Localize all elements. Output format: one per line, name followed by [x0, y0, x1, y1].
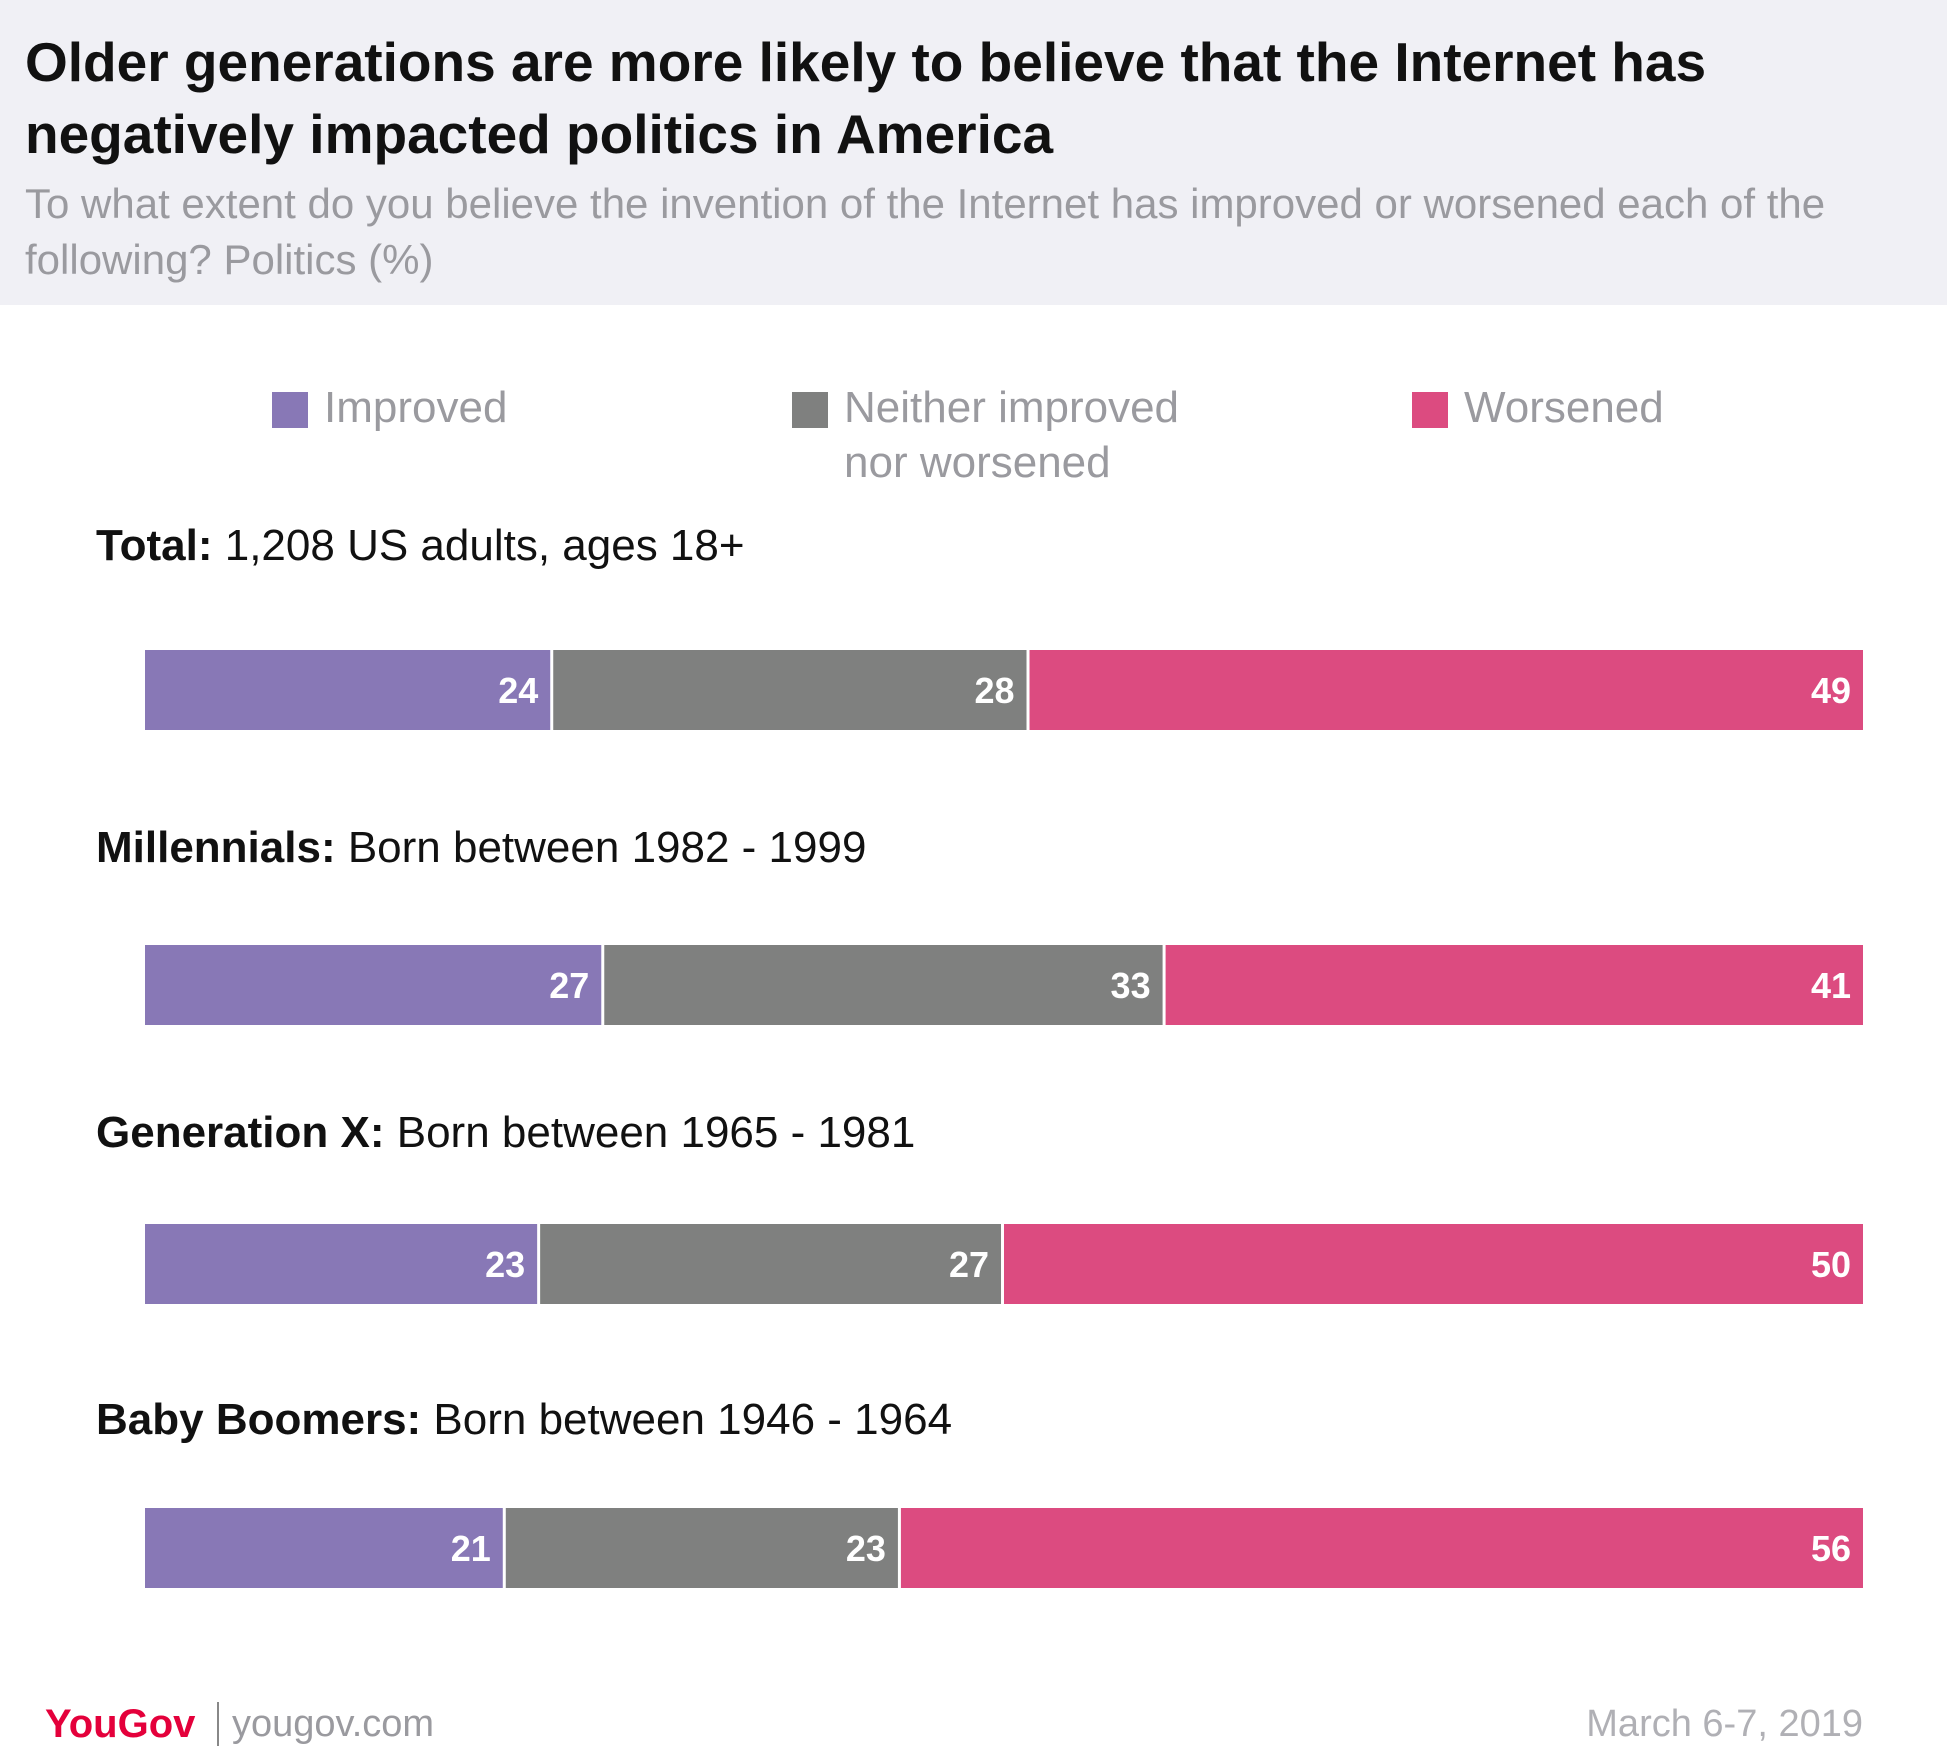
group-label-genx: Generation X: Born between 1965 - 1981 — [96, 1105, 915, 1161]
group-name-genx: Generation X: — [96, 1108, 385, 1157]
label-millennials-worsened: 41 — [1811, 965, 1851, 1006]
legend-label-worsened: Worsened — [1464, 383, 1664, 432]
legend-label-neither: Neither improved nor worsened — [844, 380, 1179, 490]
chart-title: Older generations are more likely to bel… — [25, 31, 1707, 165]
label-millennials-improved: 27 — [549, 965, 589, 1006]
bar-genx-improved — [145, 1224, 538, 1304]
group-label-millennials: Millennials: Born between 1982 - 1999 — [96, 820, 866, 876]
label-millennials-neither: 33 — [1111, 965, 1151, 1006]
legend-label-improved: Improved — [324, 383, 508, 432]
bar-genx-neither — [540, 1224, 1001, 1304]
group-label-boomers: Baby Boomers: Born between 1946 - 1964 — [96, 1392, 952, 1448]
label-boomers-neither: 23 — [846, 1528, 886, 1569]
group-desc-boomers: Born between 1946 - 1964 — [433, 1395, 953, 1444]
label-boomers-improved: 21 — [451, 1528, 491, 1569]
footer-date: March 6-7, 2019 — [1586, 1703, 1863, 1745]
yougov-logo: YouGov — [45, 1702, 196, 1746]
group-name-millennials: Millennials: — [96, 823, 336, 872]
bar-boomers-improved — [145, 1508, 503, 1588]
label-genx-worsened: 50 — [1811, 1244, 1851, 1285]
group-name-total: Total: — [96, 521, 213, 570]
legend-swatch-neither — [792, 392, 828, 428]
group-desc-total: 1,208 US adults, ages 18+ — [224, 521, 745, 570]
header-panel: Older generations are more likely to bel… — [0, 0, 1947, 305]
legend-swatch-improved — [272, 392, 308, 428]
label-genx-improved: 23 — [485, 1244, 525, 1285]
bar-millennials-improved — [145, 945, 602, 1025]
legend-label-neither-line2: nor worsened — [844, 438, 1111, 487]
legend-neither: Neither improved nor worsened — [792, 380, 1179, 490]
label-total-neither: 28 — [974, 670, 1014, 711]
chart-subtitle: To what extent do you believe the invent… — [25, 180, 1826, 283]
bar-millennials-neither — [604, 945, 1163, 1025]
bar-total-worsened — [1029, 650, 1863, 730]
legend-improved: Improved — [272, 380, 507, 435]
group-name-boomers: Baby Boomers: — [96, 1395, 422, 1444]
group-label-total: Total: 1,208 US adults, ages 18+ — [96, 518, 745, 574]
bar-genx-worsened — [1004, 1224, 1863, 1304]
legend-label-neither-line1: Neither improved — [844, 383, 1180, 432]
bar-millennials-worsened — [1165, 945, 1863, 1025]
bar-boomers-neither — [505, 1508, 898, 1588]
footer-url: yougov.com — [232, 1703, 435, 1745]
legend-swatch-worsened — [1412, 392, 1448, 428]
bar-total-improved — [145, 650, 551, 730]
footer-divider — [217, 1702, 219, 1746]
label-boomers-worsened: 56 — [1811, 1528, 1851, 1569]
label-total-worsened: 49 — [1811, 670, 1851, 711]
bar-boomers-worsened — [900, 1508, 1863, 1588]
group-desc-millennials: Born between 1982 - 1999 — [347, 823, 867, 872]
label-genx-neither: 27 — [949, 1244, 989, 1285]
bar-total-neither — [553, 650, 1027, 730]
group-desc-genx: Born between 1965 - 1981 — [396, 1108, 916, 1157]
legend-worsened: Worsened — [1412, 380, 1664, 435]
label-total-improved: 24 — [498, 670, 538, 711]
